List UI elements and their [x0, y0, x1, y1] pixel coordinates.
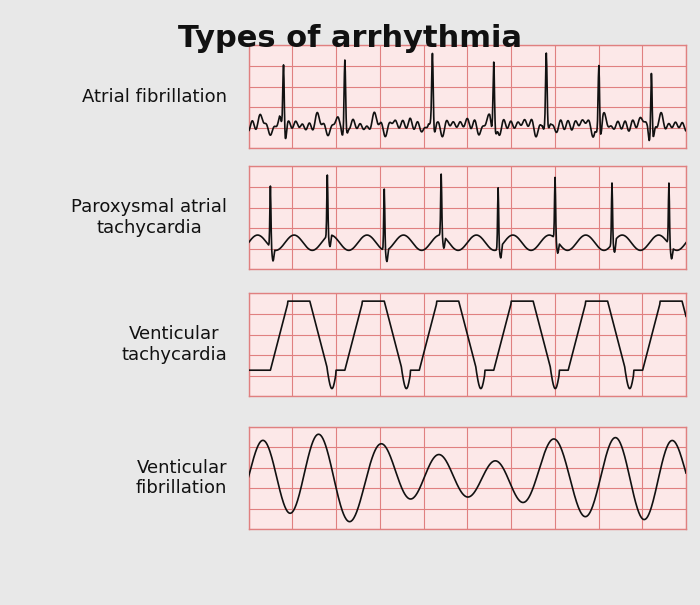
Text: Venticular
tachycardia: Venticular tachycardia	[122, 325, 228, 364]
Text: Atrial fibrillation: Atrial fibrillation	[83, 88, 228, 106]
Text: Types of arrhythmia: Types of arrhythmia	[178, 24, 522, 53]
Text: Paroxysmal atrial
tachycardia: Paroxysmal atrial tachycardia	[71, 198, 228, 237]
Text: Venticular
fibrillation: Venticular fibrillation	[136, 459, 228, 497]
